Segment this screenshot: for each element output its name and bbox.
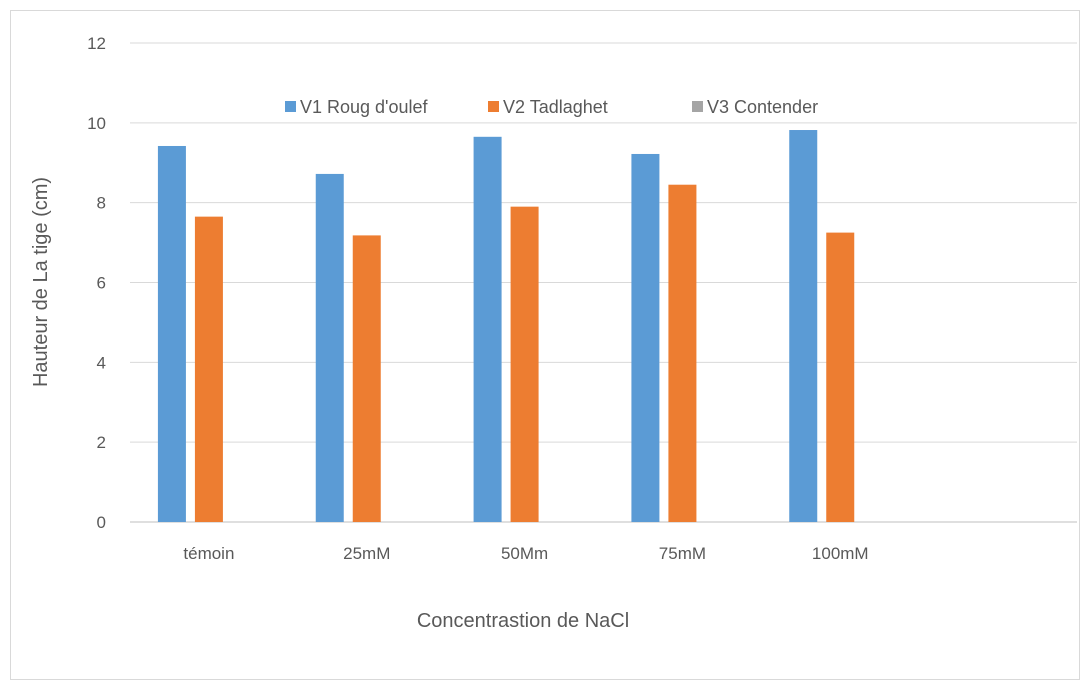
y-tick-label: 2: [97, 433, 106, 452]
bar: [826, 232, 855, 522]
y-tick-label: 10: [87, 114, 106, 133]
x-tick-label: 100mM: [812, 544, 869, 563]
legend: V1 Roug d'oulef V2 Tadlaghet V3 Contender: [285, 97, 818, 117]
legend-label: V2 Tadlaghet: [503, 97, 608, 117]
y-tick-label: 8: [97, 194, 106, 213]
bar: [157, 145, 186, 523]
x-tick-label: témoin: [183, 544, 234, 563]
bar: [352, 235, 381, 523]
bars: [157, 130, 855, 523]
legend-swatch: [692, 101, 703, 112]
bar: [668, 184, 697, 522]
bar: [194, 216, 223, 522]
legend-label: V3 Contender: [707, 97, 818, 117]
y-tick-label: 6: [97, 274, 106, 293]
y-tick-labels: 0 2 4 6 8 10 12: [87, 34, 106, 532]
x-axis-title: Concentrastion de NaCl: [417, 610, 629, 632]
bar: [315, 173, 344, 522]
legend-label: V1 Roug d'oulef: [300, 97, 429, 117]
gridlines: [130, 42, 1077, 523]
bar: [510, 206, 539, 523]
x-tick-label: 75mM: [659, 544, 706, 563]
chart-frame: [10, 10, 1080, 680]
x-tick-label: 25mM: [343, 544, 390, 563]
y-tick-label: 0: [97, 513, 106, 532]
bar: [789, 130, 818, 523]
x-tick-label: 50Mm: [501, 544, 548, 563]
bar: [631, 153, 660, 523]
bar: [473, 136, 502, 522]
legend-swatch: [285, 101, 296, 112]
y-axis-title: Hauteur de La tige (cm): [30, 177, 52, 387]
y-tick-label: 4: [97, 353, 106, 372]
legend-swatch: [488, 101, 499, 112]
y-tick-label: 12: [87, 34, 106, 53]
x-tick-labels: témoin 25mM 50Mm 75mM 100mM: [183, 544, 868, 563]
